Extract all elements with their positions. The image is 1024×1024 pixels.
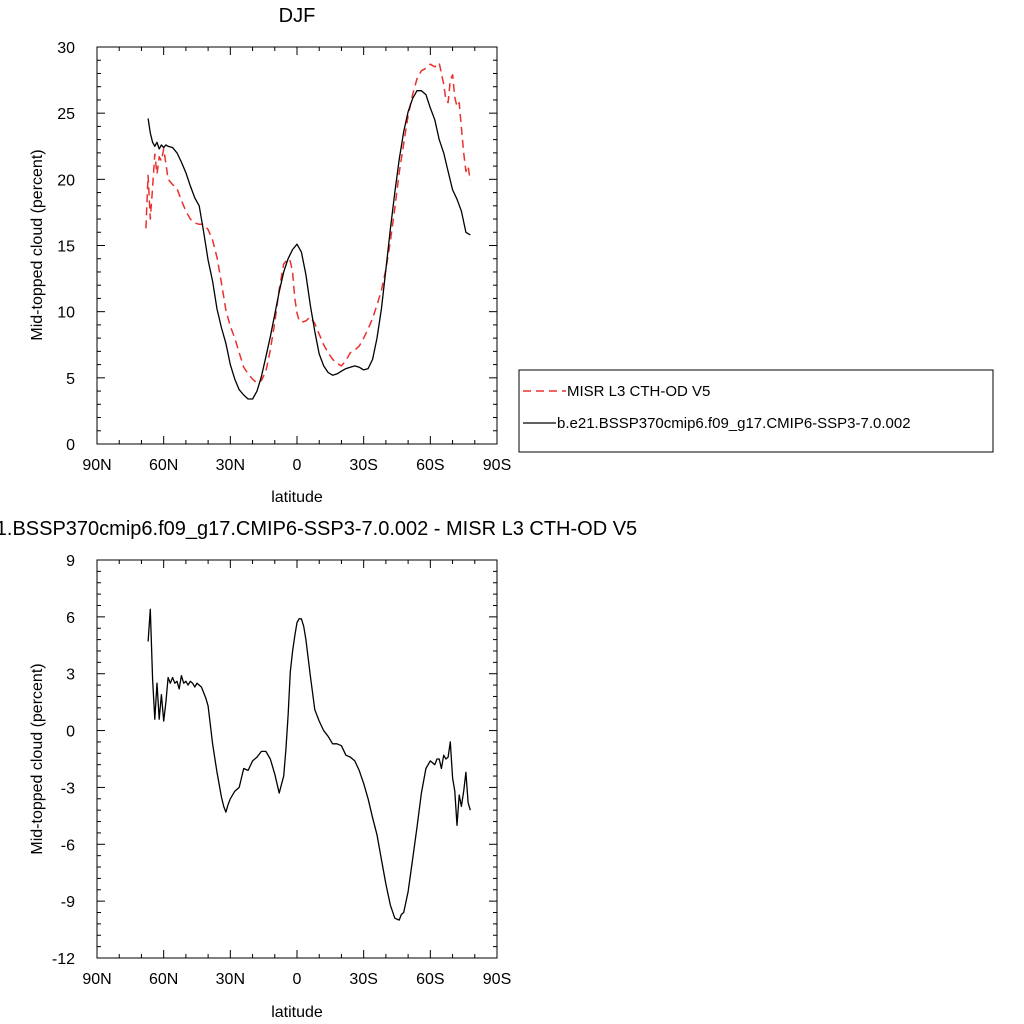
- y-tick-label: 6: [66, 610, 75, 627]
- y-tick-label: 30: [57, 40, 75, 57]
- y-tick-label: -12: [52, 951, 75, 968]
- legend-box: [518, 369, 994, 453]
- top-chart-title: DJF: [279, 5, 316, 27]
- bottom-panel: b.e21.BSSP370cmip6.f09_g17.CMIP6-SSP3-7.…: [0, 518, 637, 1021]
- y-tick-label: 3: [66, 667, 75, 684]
- x-tick-label: 60N: [149, 971, 178, 988]
- bottom-x-axis-label: latitude: [271, 1004, 323, 1021]
- x-tick-label: 30N: [216, 971, 245, 988]
- model-series-line: [147, 90, 471, 400]
- y-tick-label: 15: [57, 239, 75, 256]
- x-tick-label: 0: [293, 971, 302, 988]
- x-tick-label: 0: [293, 457, 302, 474]
- top-panel: DJF 90N 60N 30N 0 30S 60S 90S 0 5 10 15 20 25 30 lati…: [29, 5, 511, 506]
- top-y-axis-label: Mid-topped cloud (percent): [29, 149, 46, 340]
- x-tick-label: 30S: [349, 971, 377, 988]
- x-tick-label: 30N: [216, 457, 245, 474]
- y-tick-label: 9: [66, 553, 75, 570]
- x-tick-label: 90S: [483, 971, 511, 988]
- y-tick-label: 0: [66, 437, 75, 454]
- y-tick-label: 25: [57, 106, 75, 123]
- y-tick-label: -9: [61, 894, 75, 911]
- misr-series-line: [145, 62, 472, 384]
- legend-label-model: b.e21.BSSP370cmip6.f09_g17.CMIP6-SSP3-7.…: [557, 415, 911, 432]
- legend: MISR L3 CTH-OD V5 b.e21.BSSP370cmip6.f09…: [518, 369, 994, 453]
- x-tick-label: 60S: [416, 457, 444, 474]
- y-tick-label: -6: [61, 837, 75, 854]
- bottom-series-layer: [147, 608, 471, 921]
- x-tick-label: 60S: [416, 971, 444, 988]
- x-tick-label: 90N: [82, 457, 111, 474]
- top-ticks: 90N 60N 30N 0 30S 60S 90S 0 5 10 15 20 25 30: [57, 40, 511, 474]
- x-tick-label: 90S: [483, 457, 511, 474]
- legend-label-misr: MISR L3 CTH-OD V5: [567, 383, 710, 400]
- bottom-chart-title: b.e21.BSSP370cmip6.f09_g17.CMIP6-SSP3-7.…: [0, 518, 637, 540]
- difference-series-line: [147, 608, 471, 921]
- top-x-axis-label: latitude: [271, 489, 323, 506]
- bottom-ticks: 90N 60N 30N 0 30S 60S 90S -12 -9 -6 -3 0 3 6 9: [52, 553, 511, 988]
- y-tick-label: 5: [66, 371, 75, 388]
- y-tick-label: 10: [57, 305, 75, 322]
- top-series-layer: [145, 62, 472, 400]
- x-tick-label: 30S: [349, 457, 377, 474]
- y-tick-label: 0: [66, 724, 75, 741]
- y-tick-label: -3: [61, 780, 75, 797]
- bottom-y-axis-label: Mid-topped cloud (percent): [29, 663, 46, 854]
- y-tick-label: 20: [57, 172, 75, 189]
- x-tick-label: 60N: [149, 457, 178, 474]
- x-tick-label: 90N: [82, 971, 111, 988]
